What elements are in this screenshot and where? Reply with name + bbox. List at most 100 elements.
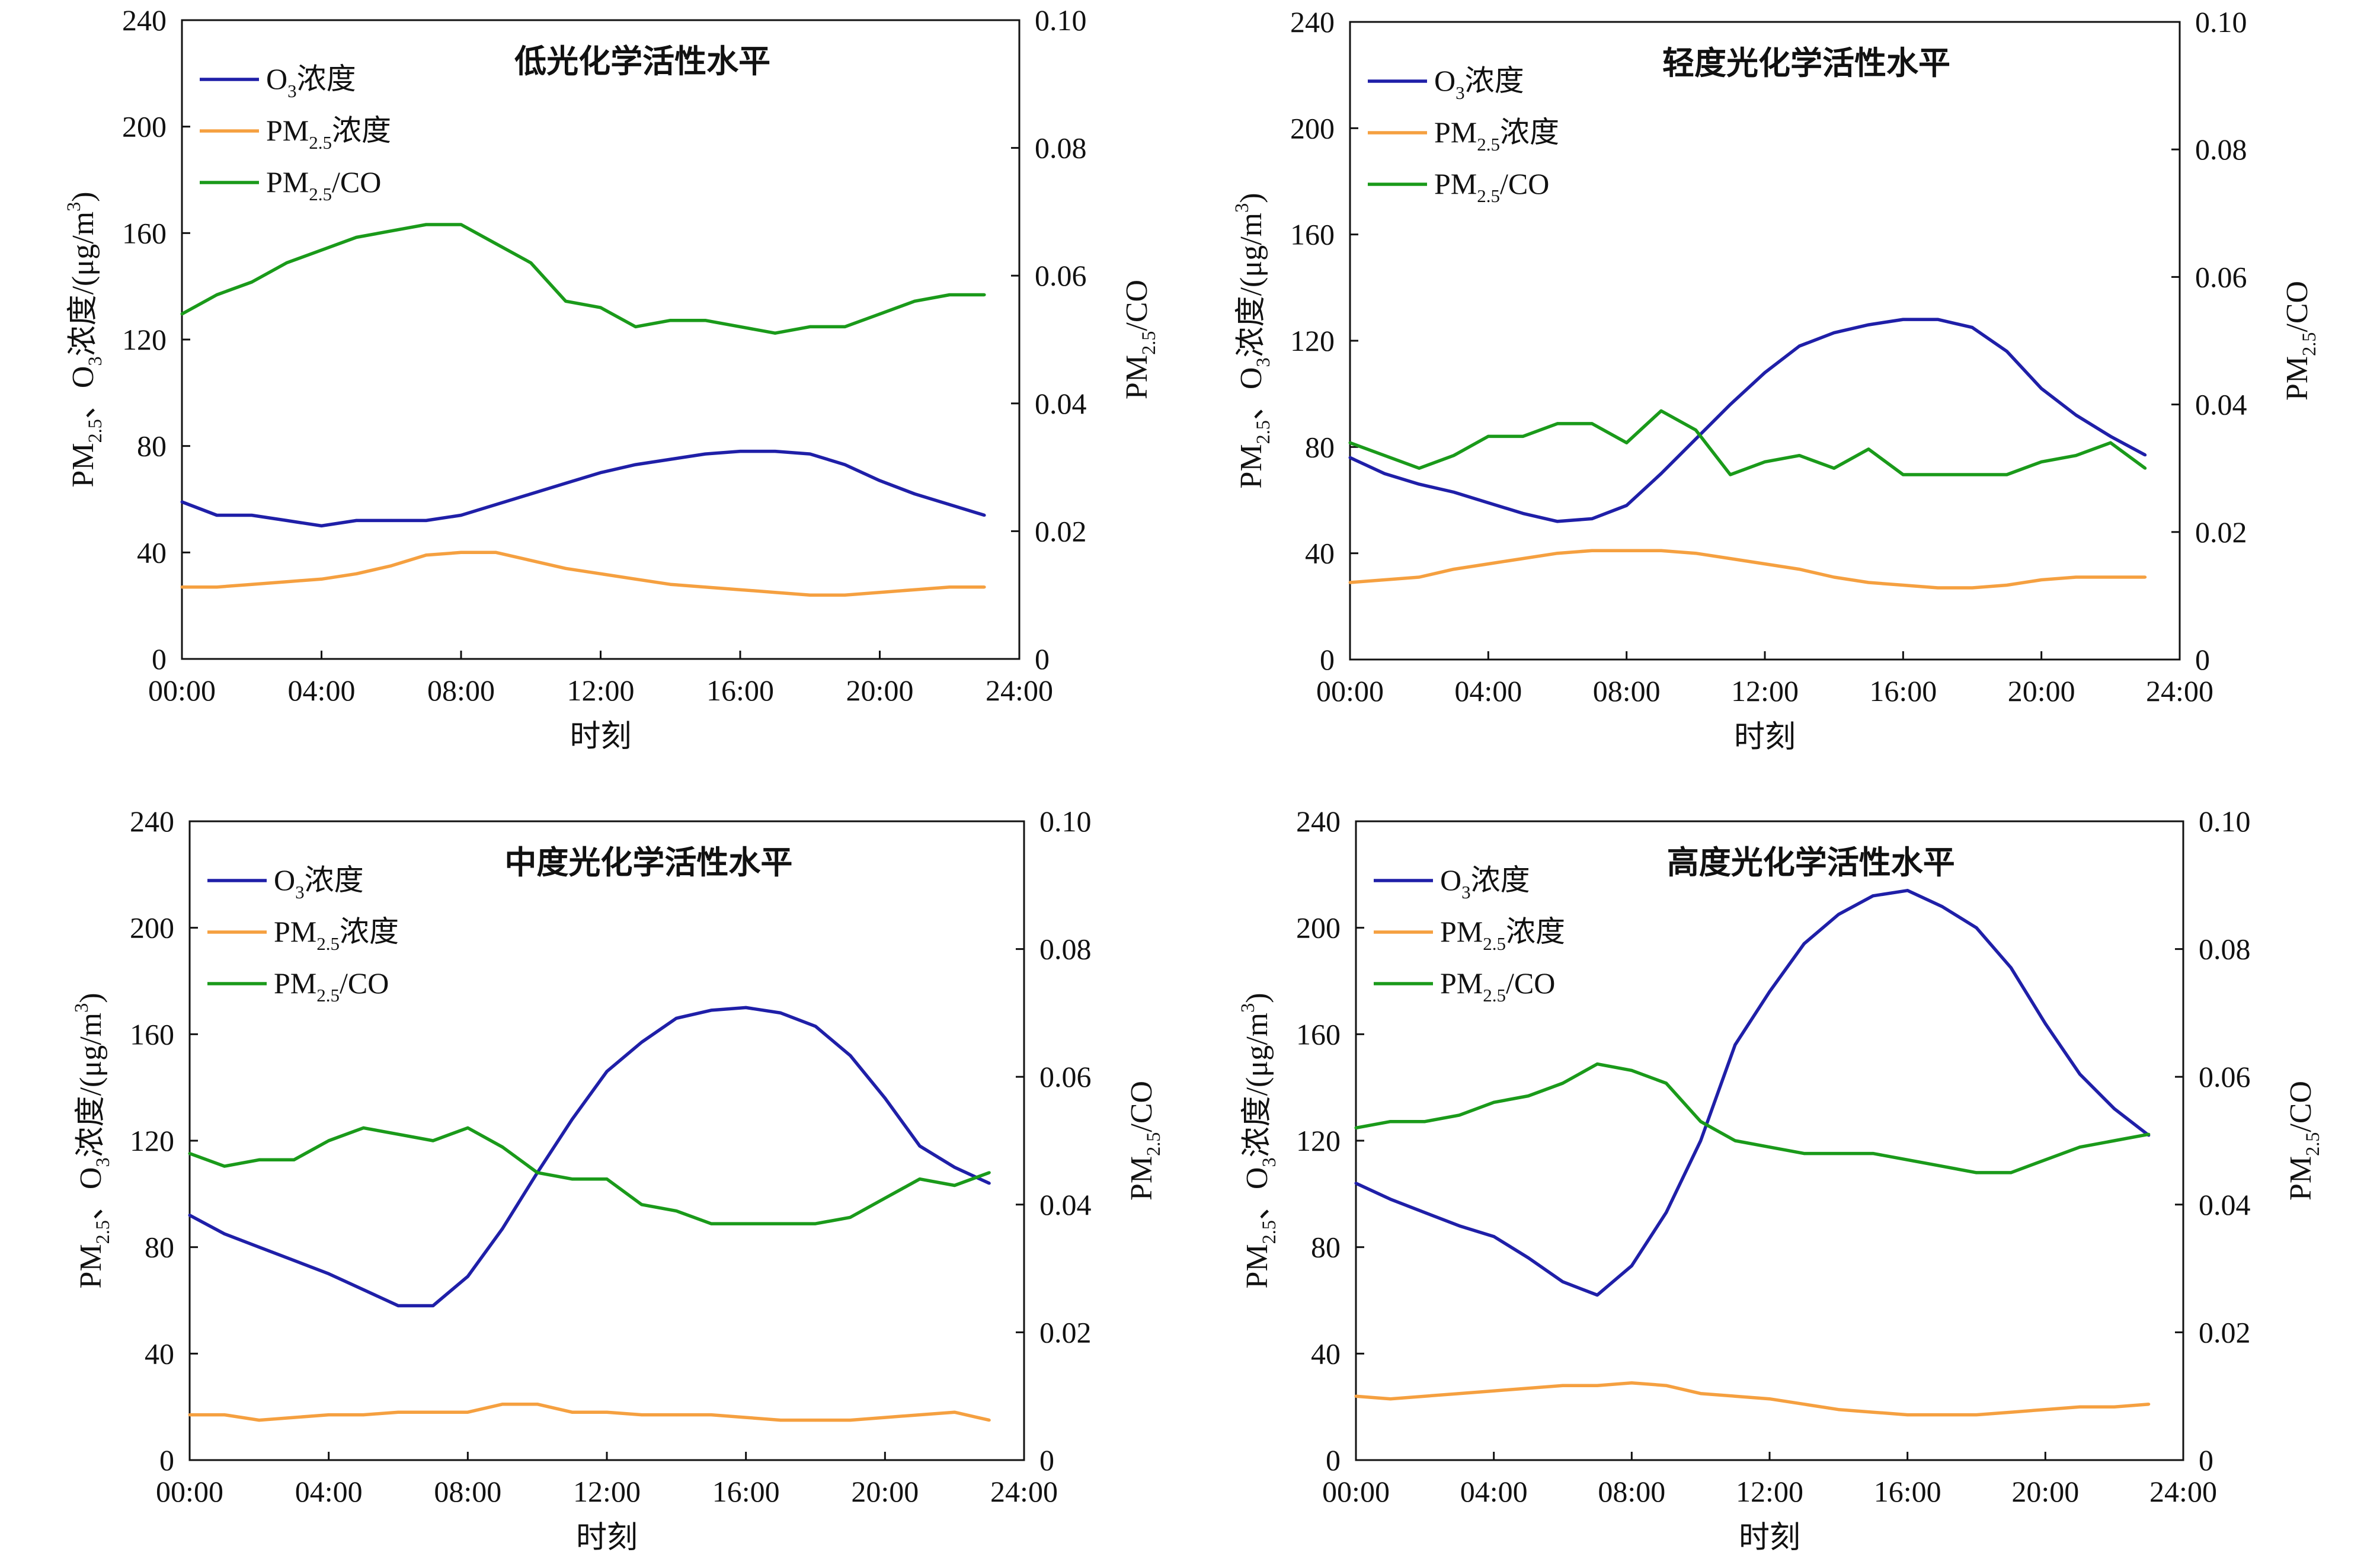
series-2-point	[285, 580, 289, 584]
series-1-point	[180, 500, 184, 504]
series-1-point	[2113, 1107, 2116, 1110]
series-1-point	[1729, 403, 1732, 406]
series-1-point	[883, 1096, 887, 1100]
legend-entry: PM2.5浓度	[1434, 116, 1559, 155]
y-right-axis-title: PM2.5/CO	[1120, 280, 1159, 399]
series-1-point	[1389, 1198, 1392, 1201]
series-2-point	[1832, 575, 1836, 579]
y-right-tick-label: 0.08	[1035, 132, 1087, 165]
y-left-tick-label: 80	[1311, 1231, 1341, 1264]
series-1-point	[1837, 913, 1840, 916]
x-tick-label: 24:00	[990, 1475, 1058, 1508]
series-3-point	[188, 1152, 191, 1156]
series-3-point	[215, 293, 219, 296]
legend-entry: O3浓度	[274, 863, 364, 902]
series-2-point	[2043, 1408, 2047, 1411]
x-tick-label: 12:00	[573, 1475, 641, 1508]
series-1-point	[1733, 1043, 1737, 1046]
series-2-point	[570, 1410, 574, 1414]
legend-entry: PM2.5浓度	[1440, 915, 1565, 954]
series-2-point	[1802, 1403, 1806, 1406]
series-3-point	[703, 319, 707, 322]
series-2-point	[883, 1416, 887, 1419]
series-1-point	[2040, 387, 2043, 390]
series-2-point	[1452, 568, 1455, 571]
series-2-point	[1970, 586, 1974, 590]
series-1-point	[2109, 434, 2112, 438]
series-2-point	[918, 1413, 922, 1417]
series-2-point	[1872, 1410, 1874, 1414]
series-1-point	[1423, 1211, 1426, 1214]
series-1-point	[570, 1118, 574, 1121]
series-1-point	[2005, 350, 2008, 353]
series-3-point	[1699, 1120, 1703, 1124]
x-tick-label: 12:00	[1736, 1475, 1803, 1508]
y-left-axis-title: PM2.5、O3浓度/(μg/m3)	[63, 191, 105, 487]
series-1-point	[327, 1272, 331, 1276]
series-3-point	[1837, 1152, 1840, 1156]
series-2-point	[1867, 581, 1870, 584]
y-right-tick-label: 0	[2199, 1443, 2213, 1477]
series-line-2	[1355, 1381, 2149, 1417]
series-2-point	[2040, 578, 2043, 581]
series-1-point	[431, 1304, 435, 1307]
series-1-point	[257, 1246, 261, 1249]
series-2-point	[2147, 1403, 2151, 1406]
series-3-point	[1768, 1145, 1771, 1149]
series-3-point	[744, 1222, 748, 1225]
series-2-point	[354, 572, 358, 575]
series-2-point	[215, 585, 219, 589]
series-1-point	[1665, 1211, 1668, 1214]
series-2-point	[1694, 552, 1697, 555]
series-2-point	[1595, 1384, 1599, 1387]
series-3-point	[564, 299, 568, 303]
series-2-point	[180, 585, 184, 589]
series-2-point	[1389, 1397, 1392, 1401]
series-2-point	[843, 593, 847, 597]
series-3-point	[709, 1222, 713, 1225]
series-1-point	[1630, 1264, 1633, 1267]
series-1-point	[1872, 894, 1874, 898]
series-2-point	[1486, 562, 1490, 566]
series-2-point	[738, 588, 742, 591]
series-3-point	[1423, 1120, 1426, 1124]
x-tick-label: 16:00	[706, 674, 774, 707]
series-3-point	[843, 325, 847, 328]
series-3-point	[320, 248, 323, 252]
x-tick-label: 24:00	[986, 674, 1053, 707]
x-axis-title: 时刻	[576, 1521, 638, 1555]
y-right-tick-label: 0.08	[2195, 133, 2247, 166]
series-2-point	[424, 553, 428, 557]
series-3-point	[1521, 434, 1525, 438]
series-1-point	[703, 452, 707, 456]
series-1-point	[843, 463, 847, 466]
series-3-point	[1802, 1152, 1806, 1156]
legend-entry: PM2.5浓度	[274, 915, 399, 954]
x-tick-label: 16:00	[1869, 674, 1937, 708]
x-tick-label: 20:00	[2008, 674, 2075, 708]
series-3-point	[1383, 454, 1386, 457]
series-line-2	[182, 550, 985, 597]
series-1-point	[1906, 889, 1909, 892]
series-2-point	[1423, 1394, 1426, 1398]
y-right-tick-label: 0.04	[2199, 1188, 2251, 1221]
series-line-1	[181, 449, 985, 528]
series-3-point	[1354, 1126, 1358, 1129]
y-left-tick-label: 40	[1311, 1337, 1341, 1370]
series-1-point	[918, 1144, 922, 1148]
series-1-point	[640, 1041, 644, 1044]
series-2-point	[223, 1413, 226, 1417]
series-line-2	[190, 1402, 990, 1422]
series-2-point	[1458, 1392, 1461, 1395]
series-3-point	[2109, 441, 2112, 444]
series-3-point	[1561, 1081, 1565, 1085]
series-3-point	[634, 325, 637, 328]
legend-entry: PM2.5/CO	[266, 165, 381, 204]
series-1-point	[389, 518, 393, 522]
y-right-tick-label: 0	[1035, 642, 1050, 676]
y-left-tick-label: 200	[122, 110, 167, 143]
series-3-point	[292, 1158, 296, 1161]
series-3-point	[1659, 409, 1663, 412]
series-2-point	[362, 1413, 365, 1417]
y-right-tick-label: 0.10	[1035, 4, 1087, 37]
